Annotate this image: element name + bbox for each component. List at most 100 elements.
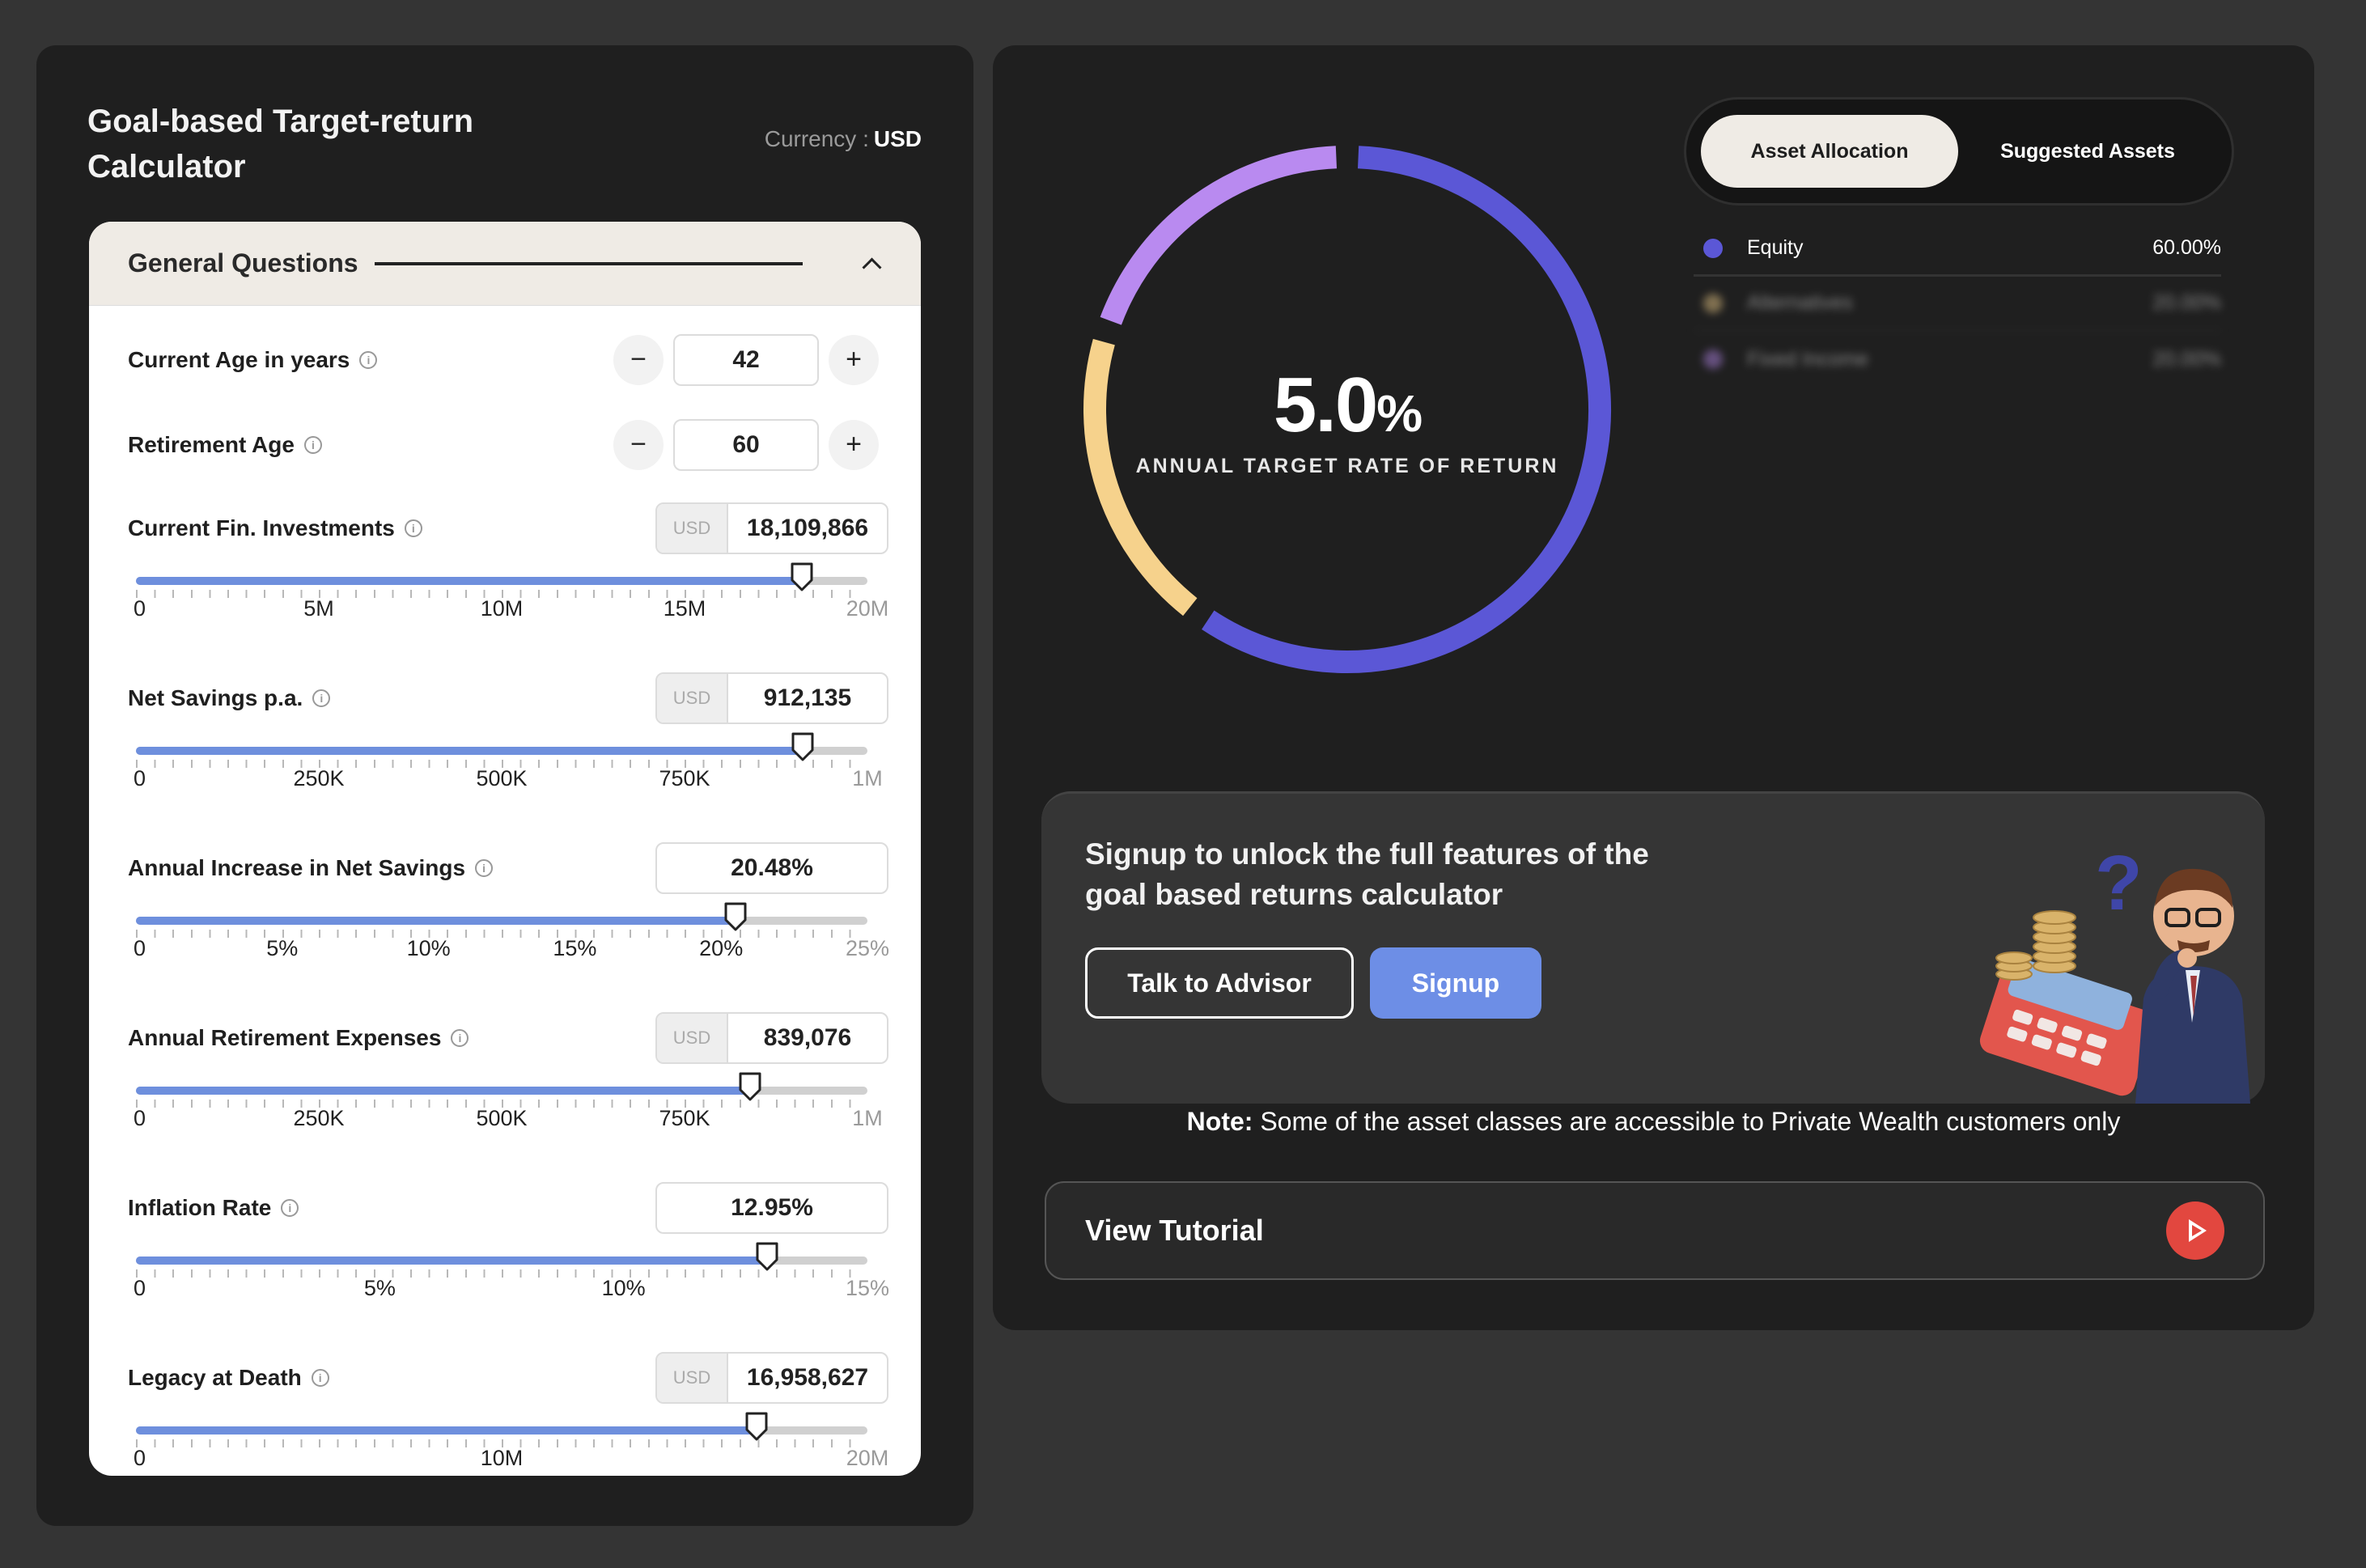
currency-value: USD — [873, 126, 922, 151]
allocation-tabs: Asset Allocation Suggested Assets — [1684, 97, 2234, 206]
chevron-up-icon[interactable] — [861, 253, 882, 274]
info-icon[interactable]: i — [311, 1369, 329, 1387]
slider-thumb[interactable] — [791, 732, 814, 761]
info-icon[interactable]: i — [451, 1029, 469, 1047]
field-label-text: Inflation Rate — [128, 1195, 272, 1220]
range-slider[interactable] — [136, 902, 867, 938]
results-panel: 5.0% ANNUAL TARGET RATE OF RETURN Asset … — [993, 45, 2314, 1330]
increment-button[interactable]: + — [829, 420, 879, 470]
scale-label: 250K — [293, 766, 345, 790]
target-rate: 5.0% ANNUAL TARGET RATE OF RETURN — [1074, 361, 1621, 478]
signup-button[interactable]: Signup — [1370, 947, 1541, 1019]
stepper-value-input[interactable]: 60 — [673, 419, 819, 471]
general-questions-header[interactable]: General Questions — [89, 222, 921, 306]
signup-banner: Signup to unlock the full features of th… — [1041, 791, 2265, 1104]
slider-scale: 0 5% 10% 15% — [134, 1276, 889, 1305]
slider-fill — [136, 1087, 751, 1095]
talk-to-advisor-button[interactable]: Talk to Advisor — [1085, 947, 1354, 1019]
question-annual-increase-in-net-savings: Annual Increase in Net Savings i 20.48% 0 5%… — [128, 839, 889, 960]
field-label-text: Current Fin. Investments — [128, 515, 395, 540]
view-tutorial-label: View Tutorial — [1085, 1214, 1264, 1247]
legend-value: 60.00% — [2152, 236, 2221, 259]
scale-label: 10M — [480, 1446, 524, 1470]
field-label: Current Age in years i — [128, 331, 888, 389]
range-slider[interactable] — [136, 1412, 867, 1447]
field-label: Annual Retirement Expenses i — [128, 1009, 888, 1067]
slider-thumb[interactable] — [791, 562, 813, 591]
view-tutorial-bar[interactable]: View Tutorial — [1045, 1181, 2265, 1280]
legend-swatch — [1703, 350, 1723, 369]
general-questions-card: General Questions Current Age in years i −… — [89, 222, 921, 1476]
legend-row: Alternatives 20.00% — [1694, 277, 2221, 332]
scale-label: 10% — [406, 936, 451, 960]
scale-label: 1M — [852, 1106, 883, 1130]
amount-input[interactable]: USD 18,109,866 — [655, 502, 888, 554]
scale-label: 750K — [659, 1106, 710, 1130]
percent-input[interactable]: 12.95% — [655, 1182, 888, 1234]
legend-row: Equity 60.00% — [1694, 222, 2221, 277]
slider-thumb[interactable] — [756, 1242, 778, 1271]
increment-button[interactable]: + — [829, 335, 879, 385]
slider-fill — [136, 1257, 768, 1265]
amount-input[interactable]: USD 839,076 — [655, 1012, 888, 1064]
amount-input[interactable]: USD 912,135 — [655, 672, 888, 724]
slider-ticks — [136, 760, 867, 768]
scale-label: 0 — [133, 936, 146, 960]
play-icon[interactable] — [2166, 1201, 2224, 1260]
signup-message: Signup to unlock the full features of th… — [1085, 837, 1649, 911]
section-title: General Questions — [128, 248, 358, 278]
scale-label: 5% — [363, 1276, 396, 1300]
info-icon[interactable]: i — [359, 351, 378, 369]
amount-value[interactable]: 912,135 — [763, 684, 852, 711]
info-icon[interactable]: i — [303, 436, 322, 454]
info-icon[interactable]: i — [312, 689, 331, 707]
currency-prefix: USD — [657, 1354, 728, 1402]
scale-label: 0 — [133, 596, 146, 621]
field-label-text: Annual Retirement Expenses — [128, 1025, 442, 1050]
range-slider[interactable] — [136, 732, 867, 768]
tab-asset-allocation[interactable]: Asset Allocation — [1701, 115, 1958, 188]
amount-input[interactable]: USD 16,958,627 — [655, 1352, 888, 1404]
donut-slice-alternatives — [1083, 338, 1198, 617]
field-label-text: Annual Increase in Net Savings — [128, 855, 466, 880]
scale-label: 5M — [303, 596, 334, 621]
allocation-legend: Equity 60.00% Alternatives 20.00% Fixed Inco… — [1694, 222, 2221, 387]
currency-indicator: Currency : USD — [765, 126, 922, 152]
currency-prefix: USD — [657, 674, 728, 723]
scale-label: 250K — [293, 1106, 345, 1130]
stepper-value-input[interactable]: 42 — [673, 334, 819, 386]
field-label-text: Retirement Age — [128, 432, 295, 457]
advisor-calculator-illustration: ? — [1979, 840, 2250, 1104]
question-legacy-at-death: Legacy at Death i USD 16,958,627 0 10M 20M — [128, 1349, 888, 1470]
range-slider[interactable] — [136, 1072, 867, 1108]
tab-suggested-assets[interactable]: Suggested Assets — [2000, 139, 2175, 163]
legend-name: Fixed Income — [1747, 347, 1869, 371]
info-icon[interactable]: i — [404, 519, 422, 537]
slider-ticks — [136, 930, 867, 938]
slider-thumb[interactable] — [724, 902, 747, 931]
field-label: Annual Increase in Net Savings i — [128, 839, 888, 897]
amount-value[interactable]: 18,109,866 — [746, 515, 869, 541]
slider-ticks — [136, 1100, 867, 1108]
legend-swatch — [1703, 293, 1723, 313]
donut-slice-fixed-income — [1100, 146, 1338, 325]
slider-scale: 0 10M 20M — [134, 1446, 888, 1475]
slider-fill — [136, 917, 736, 925]
decrement-button[interactable]: − — [613, 335, 664, 385]
legend-name: Alternatives — [1747, 291, 1853, 314]
range-slider[interactable] — [136, 562, 867, 598]
amount-value[interactable]: 839,076 — [763, 1024, 852, 1051]
question-net-savings-p-a: Net Savings p.a. i USD 912,135 0 250K 500K 750K… — [128, 669, 888, 790]
info-icon[interactable]: i — [281, 1199, 299, 1217]
amount-value[interactable]: 16,958,627 — [746, 1364, 869, 1391]
slider-thumb[interactable] — [745, 1412, 768, 1441]
percent-input[interactable]: 20.48% — [655, 842, 888, 894]
info-icon[interactable]: i — [475, 859, 494, 877]
slider-fill — [136, 577, 802, 585]
allocation-donut-chart — [1083, 146, 1611, 673]
decrement-button[interactable]: − — [613, 420, 664, 470]
question-annual-retirement-expenses: Annual Retirement Expenses i USD 839,076 0 25… — [128, 1009, 888, 1130]
slider-thumb[interactable] — [739, 1072, 761, 1101]
scale-label: 15% — [553, 936, 597, 960]
range-slider[interactable] — [136, 1242, 867, 1278]
